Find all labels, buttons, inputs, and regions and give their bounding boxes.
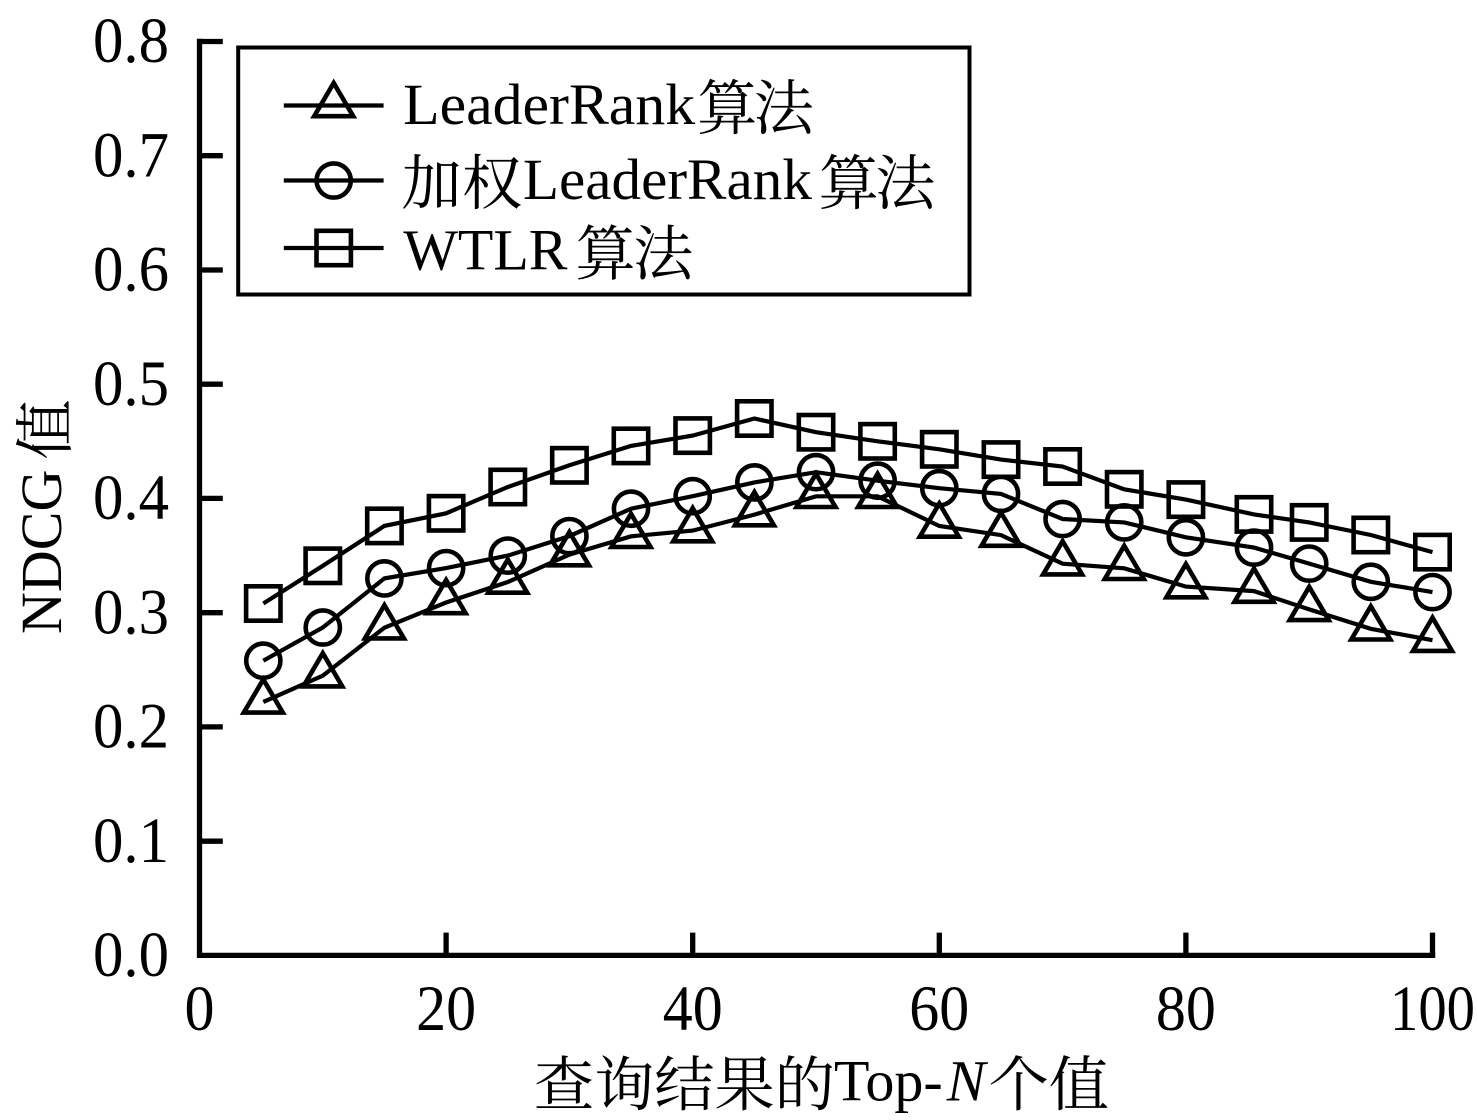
svg-text:NDCG: NDCG <box>9 470 74 634</box>
svg-text:0.0: 0.0 <box>93 919 169 991</box>
svg-text:20: 20 <box>416 973 476 1045</box>
svg-text:0: 0 <box>185 973 215 1045</box>
svg-text:LeaderRank: LeaderRank <box>403 72 695 137</box>
svg-text:0.4: 0.4 <box>93 462 169 534</box>
svg-text:LeaderRank: LeaderRank <box>523 147 812 212</box>
svg-text:0.1: 0.1 <box>93 805 169 877</box>
svg-text:0.2: 0.2 <box>93 691 169 763</box>
svg-text:100: 100 <box>1390 973 1475 1045</box>
svg-text:0.6: 0.6 <box>93 234 169 306</box>
svg-text:N: N <box>946 1048 989 1113</box>
svg-text:60: 60 <box>909 973 969 1045</box>
svg-text:0.5: 0.5 <box>93 348 169 420</box>
svg-text:0.3: 0.3 <box>93 576 169 648</box>
svg-text:0.8: 0.8 <box>93 5 169 77</box>
svg-text:80: 80 <box>1156 973 1216 1045</box>
svg-text:WTLR: WTLR <box>403 218 568 283</box>
svg-text:40: 40 <box>663 973 723 1045</box>
svg-text:0.7: 0.7 <box>93 119 169 191</box>
svg-text:Top-: Top- <box>834 1048 943 1113</box>
